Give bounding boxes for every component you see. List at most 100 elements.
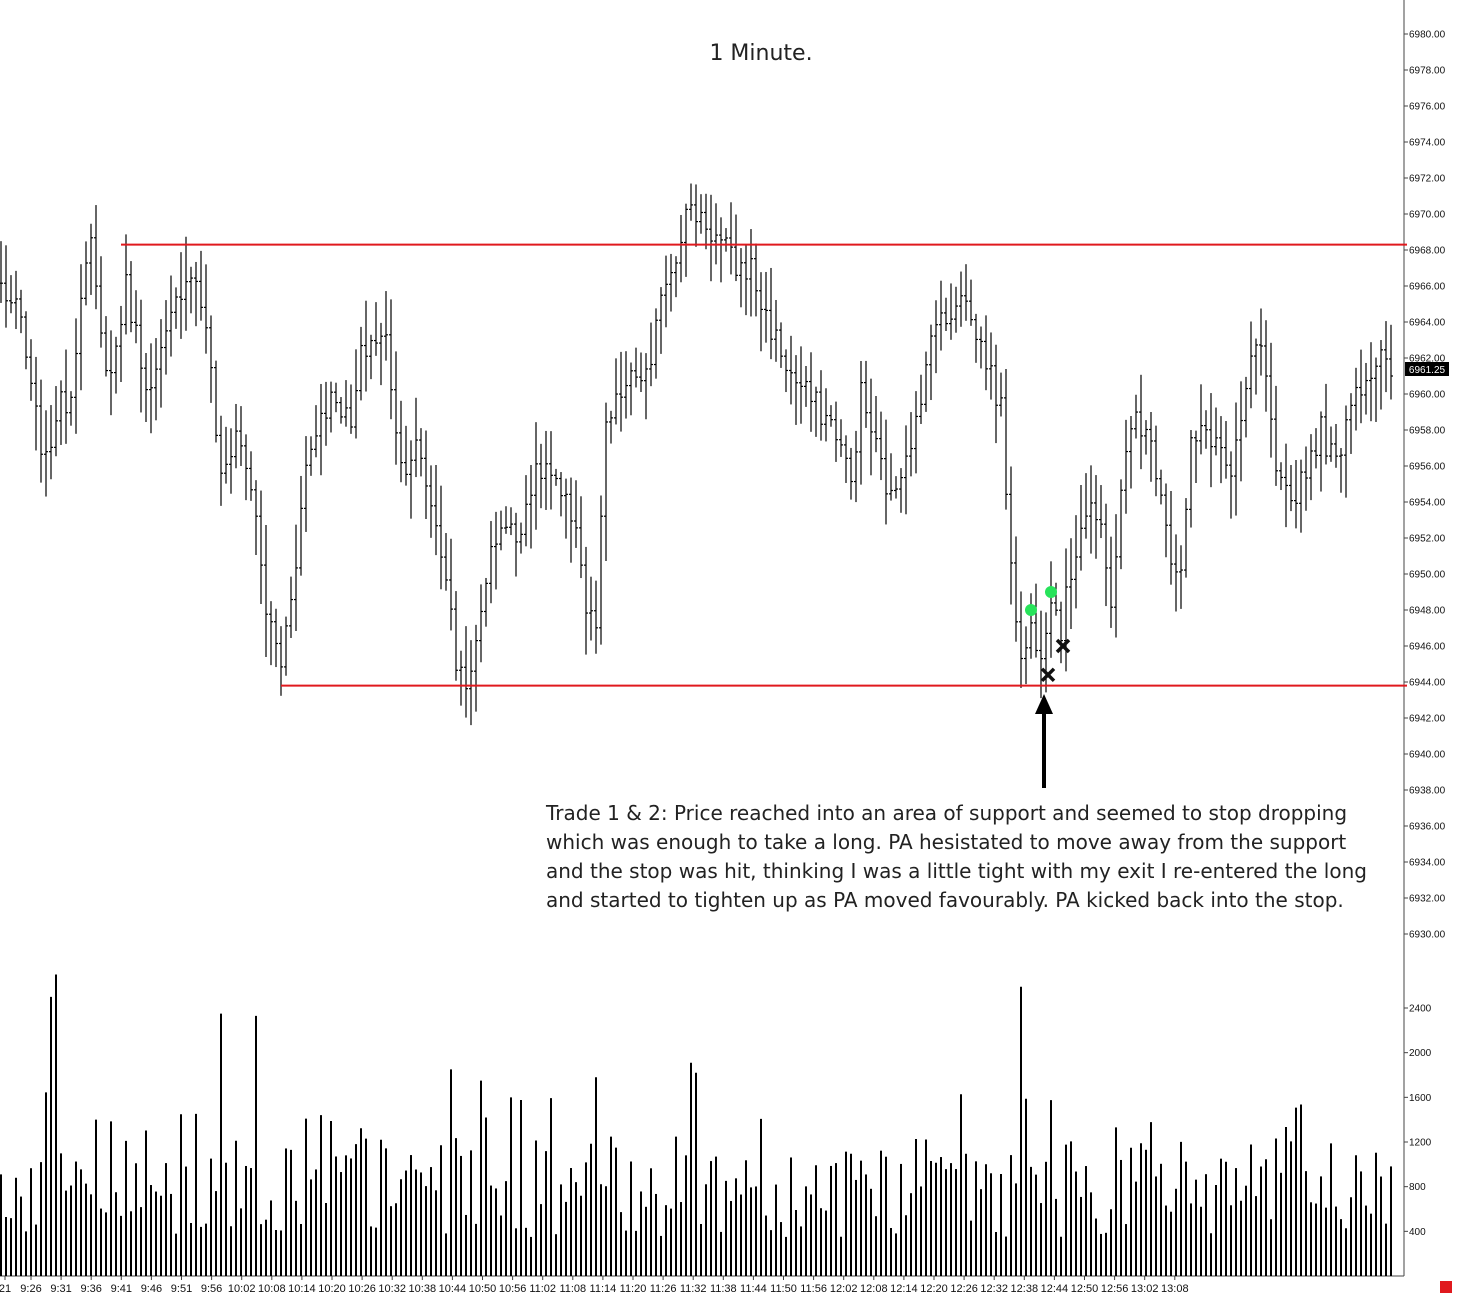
ohlc-bar [539,443,543,509]
ohlc-bar [404,425,408,486]
ohlc-bar [544,430,548,510]
ohlc-bar [204,264,208,354]
ohlc-bar [829,405,833,427]
ohlc-bar [469,640,473,726]
ohlc-bar [294,524,298,632]
time-tick-label: 11:44 [740,1283,767,1294]
ohlc-bar [434,464,438,556]
ohlc-bar [684,203,688,277]
ohlc-bar [254,480,258,555]
time-tick-label: 11:38 [710,1283,737,1294]
ohlc-bar [249,451,253,501]
ohlc-bar [479,584,483,663]
ohlc-bar [889,453,893,501]
ohlc-bar [734,214,738,282]
ohlc-bar [1379,340,1383,410]
ohlc-bar [904,425,908,515]
ohlc-bar [159,319,163,408]
ohlc-bar [909,412,913,477]
ohlc-bar [179,252,183,339]
price-tick-label: 6964.00 [1409,318,1446,329]
ohlc-bar [974,313,978,363]
time-tick-label: 11:08 [559,1283,586,1294]
ohlc-bar [329,381,333,433]
ohlc-bar [1174,534,1178,612]
ohlc-bar [629,362,633,416]
ohlc-bar [1254,338,1258,395]
ohlc-bar [624,351,628,419]
ohlc-bar [639,352,643,393]
time-tick-label: 10:32 [378,1283,406,1294]
ohlc-bar [1099,485,1103,539]
ohlc-bar [844,435,848,483]
ohlc-bar [1014,536,1018,642]
ohlc-bar [724,228,728,252]
ohlc-bar [419,428,423,477]
entry-marker [1045,586,1057,598]
ohlc-bar [929,324,933,401]
ohlc-bar [169,275,173,357]
ohlc-bar [549,431,553,510]
volume-tick-label: 2400 [1409,1004,1432,1015]
ohlc-bar [1294,460,1298,529]
ohlc-bar [779,322,783,368]
annotation-line-4: and started to tighten up as PA moved fa… [546,888,1344,912]
ohlc-bar [1239,381,1243,482]
ohlc-bar [834,401,838,462]
ohlc-bar [124,234,128,335]
ohlc-bar [1204,410,1208,449]
price-axis: 6980.00 6978.00 6976.00 6974.00 6972.00 6970.… [1404,30,1446,941]
price-tick-label: 6956.00 [1409,462,1446,473]
last-price-label: 6961.25 [1405,362,1449,376]
time-tick-label: 12:44 [1041,1283,1069,1294]
time-tick-label: 9:46 [141,1283,162,1294]
ohlc-bar [164,300,168,375]
price-tick-label: 6966.00 [1409,282,1446,293]
ohlc-bar [669,253,673,312]
time-tick-label: 11:50 [770,1283,797,1294]
ohlc-bar [394,351,398,465]
ohlc-bar [1149,412,1153,482]
time-tick-label: 11:56 [800,1283,827,1294]
ohlc-bar [1309,434,1313,501]
ohlc-bar [489,521,493,604]
annotation-arrow [1035,694,1053,788]
price-tick-label: 6980.00 [1409,30,1446,41]
ohlc-bar [604,402,608,561]
time-tick-label: 10:38 [409,1283,437,1294]
ohlc-bar [574,480,578,548]
time-axis: 21 9:26 9:31 9:36 9:41 9:46 9:51 9:56 10:02 10:08… [0,1276,1189,1294]
ohlc-bar [869,378,873,476]
time-tick-label: 12:20 [920,1283,948,1294]
ohlc-bar [239,406,243,467]
reference-lines [121,243,1407,687]
price-tick-label: 6952.00 [1409,534,1446,545]
corner-indicator [1440,1281,1452,1293]
ohlc-bar [754,243,758,317]
ohlc-bar [969,279,973,326]
ohlc-bar [944,297,948,332]
ohlc-bar [1339,448,1343,493]
time-tick-label: 10:50 [469,1283,497,1294]
ohlc-bar [459,650,463,706]
ohlc-bar [314,405,318,458]
ohlc-bar [1244,376,1248,438]
ohlc-bar [1259,308,1263,376]
ohlc-bar [1354,367,1358,431]
ohlc-bar [79,264,83,391]
ohlc-bar [809,352,813,432]
ohlc-bar [1289,465,1293,512]
time-tick-label: 11:20 [620,1283,647,1294]
time-tick-label: 10:44 [439,1283,467,1294]
ohlc-bar [89,223,93,295]
ohlc-bar [784,349,788,393]
ohlc-bar [759,272,763,352]
ohlc-bar [184,236,188,331]
ohlc-bar [1304,446,1308,511]
ohlc-bar [354,349,358,439]
ohlc-bar [1199,384,1203,455]
time-tick-label: 12:14 [890,1283,918,1294]
ohlc-bar [744,245,748,316]
ohlc-bar [999,372,1003,417]
time-tick-label: 9:26 [20,1283,41,1294]
